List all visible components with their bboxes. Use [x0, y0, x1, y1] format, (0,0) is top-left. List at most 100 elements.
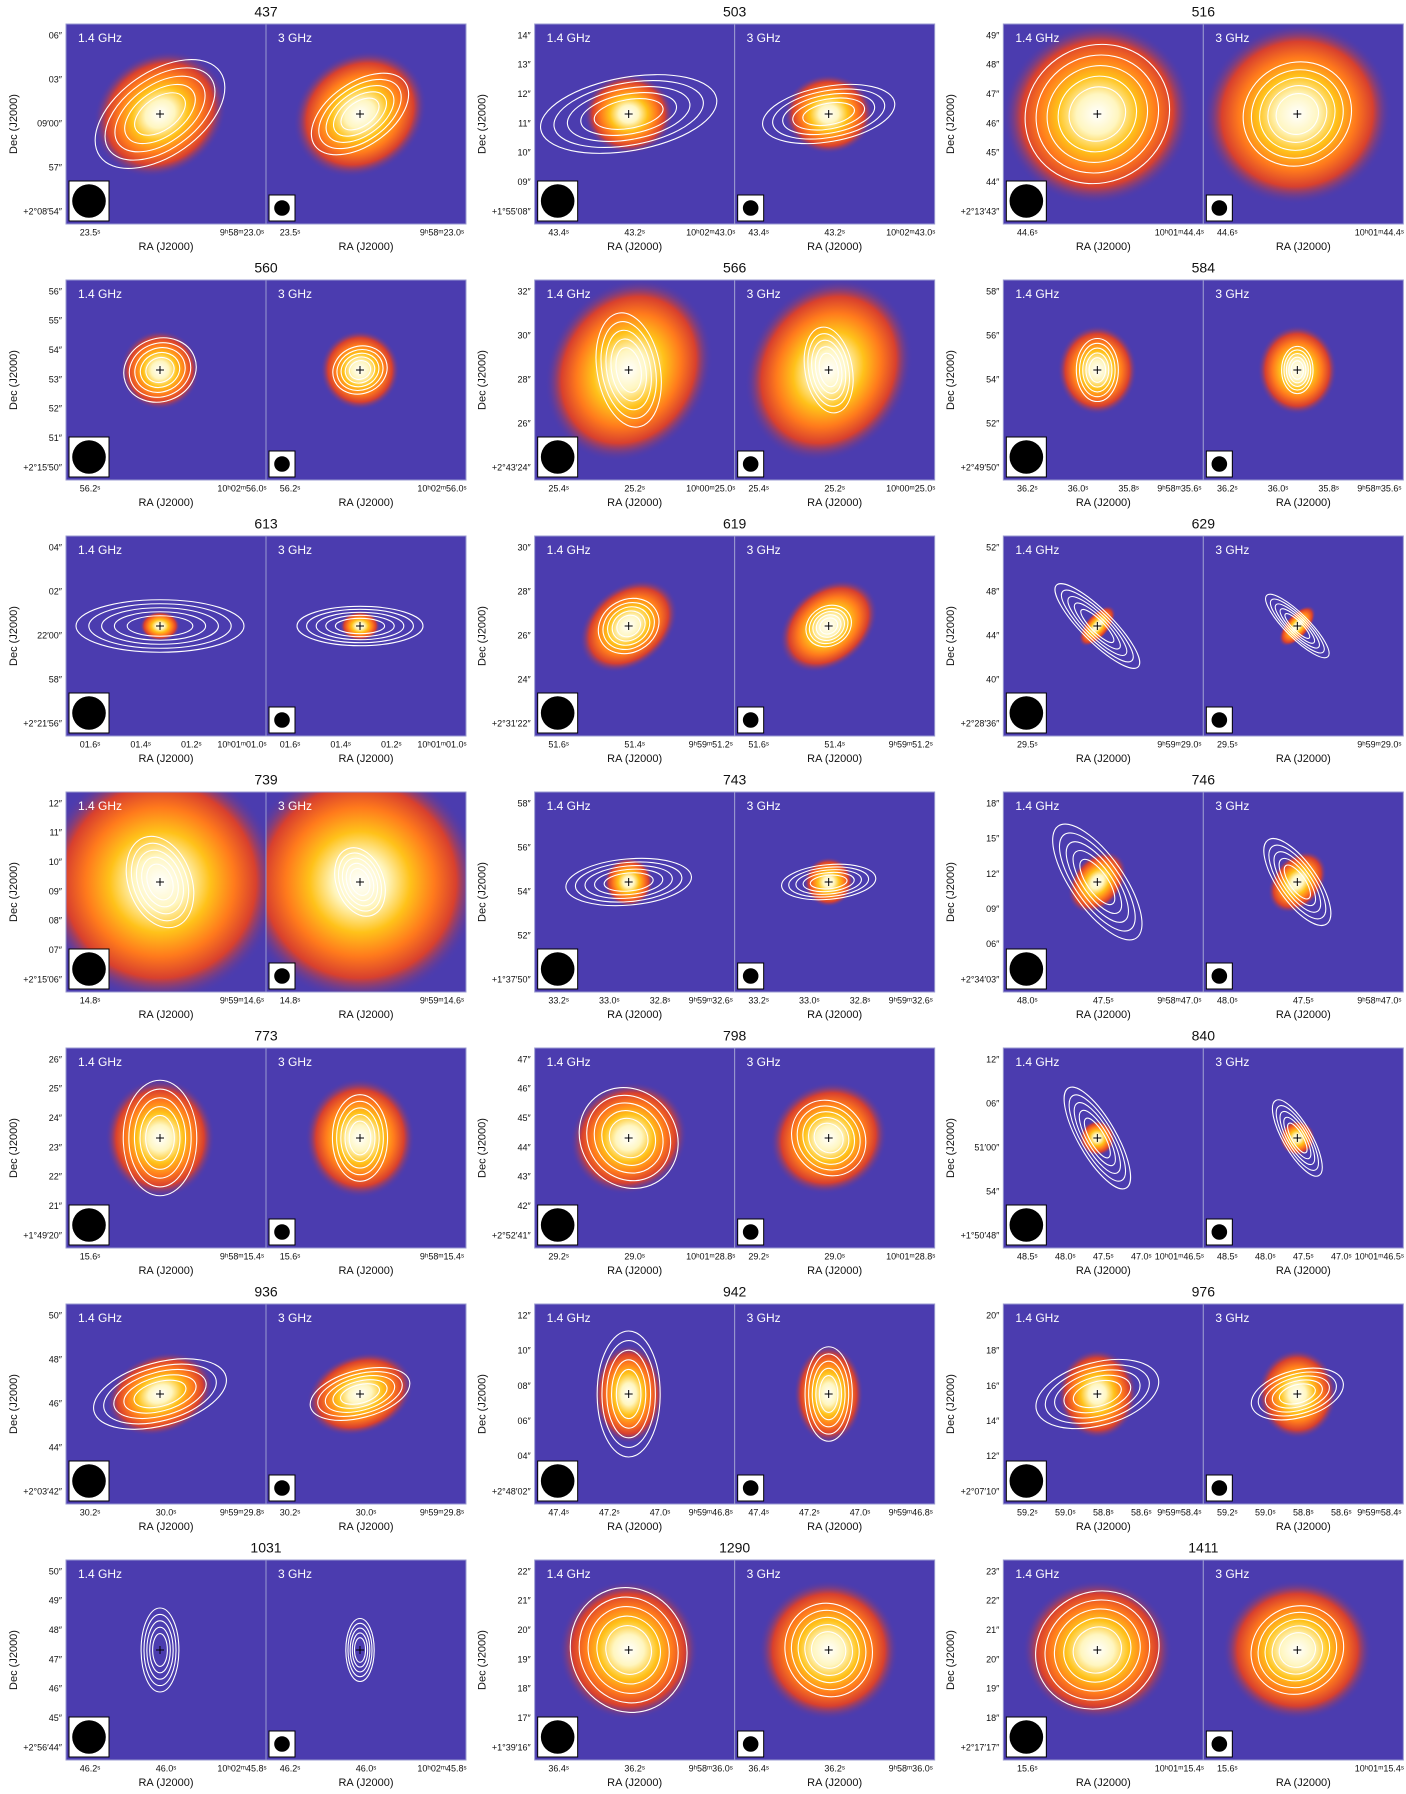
ra-tick-label: 9ʰ58ᵐ15.4ˢ [420, 1251, 464, 1261]
contour [587, 1606, 670, 1694]
sub-image [1203, 24, 1404, 224]
contour [1078, 1109, 1116, 1167]
beam-box [737, 1730, 765, 1758]
sub-image [1003, 1048, 1204, 1248]
image-frame [1202, 1559, 1404, 1761]
dec-tick-label: 14″ [517, 30, 531, 40]
band-label: 3 GHz [1215, 1567, 1249, 1581]
contour [152, 1633, 168, 1667]
y-axis-label: Dec (J2000) [8, 606, 20, 666]
contour [1271, 1625, 1324, 1675]
dec-tick-label: 22″ [986, 1596, 1000, 1606]
contour [348, 360, 372, 380]
x-axis-label: RA (J2000) [1076, 1265, 1131, 1277]
dec-tick-label: 52″ [517, 930, 531, 940]
contour [145, 356, 175, 384]
dec-tick-label: 51′00″ [974, 1142, 1000, 1152]
image-frame [734, 1303, 936, 1505]
x-axis-label: RA (J2000) [1276, 1265, 1331, 1277]
contour [811, 339, 847, 401]
band-label: 1.4 GHz [78, 799, 122, 813]
image-frame [734, 1047, 936, 1249]
sub-image [1003, 24, 1204, 224]
ra-tick-label: 9ʰ59ᵐ29.8ˢ [420, 1507, 464, 1517]
dec-tick-label: 22″ [517, 1566, 531, 1576]
contour [139, 1106, 181, 1170]
band-label: 3 GHz [278, 287, 312, 301]
contour [1072, 850, 1123, 914]
contour [353, 1637, 367, 1663]
dec-tick-label: 24″ [49, 1113, 63, 1123]
contour [596, 1330, 661, 1458]
ra-tick-label: 9ʰ59ᵐ29.0ˢ [1357, 739, 1401, 749]
contour [333, 91, 387, 137]
sub-image [1203, 536, 1404, 736]
ra-tick-label: 51.4ˢ [824, 739, 845, 749]
contour [1053, 1608, 1141, 1692]
dec-tick-label: +2°49′50″ [961, 462, 1001, 472]
beam [540, 1720, 575, 1754]
beam [540, 184, 575, 218]
band-label: 1.4 GHz [547, 1567, 591, 1581]
ra-tick-label: 56.2ˢ [280, 483, 301, 493]
contour [804, 1624, 853, 1676]
x-axis-label: RA (J2000) [607, 1009, 662, 1021]
ra-tick-label: 9ʰ59ᵐ14.6ˢ [420, 995, 464, 1005]
ra-tick-label: 10ʰ02ᵐ45.8ˢ [417, 1763, 466, 1773]
contour [1265, 593, 1330, 659]
beam [1009, 184, 1044, 218]
beam [1009, 696, 1044, 730]
contour [569, 1587, 688, 1713]
x-axis-label: RA (J2000) [1276, 1777, 1331, 1789]
dec-tick-label: 54″ [986, 374, 1000, 384]
contour [114, 75, 206, 153]
dec-tick-label: 32″ [517, 286, 531, 296]
dec-tick-label: 52″ [49, 404, 63, 414]
contour [593, 98, 664, 130]
dec-tick-label: 04″ [49, 542, 63, 552]
contour [808, 1353, 850, 1435]
ra-tick-label: 10ʰ01ᵐ46.5ˢ [1155, 1251, 1204, 1261]
contour [1250, 69, 1344, 159]
contour [608, 1117, 649, 1159]
panel-title: 746 [1192, 772, 1216, 788]
contour [317, 1371, 403, 1417]
source-emission [66, 792, 266, 992]
band-label: 3 GHz [278, 1055, 312, 1069]
dec-tick-label: +1°37′50″ [492, 974, 532, 984]
beam [742, 200, 759, 216]
image-frame [265, 1559, 467, 1761]
ra-tick-label: 48.0ˢ [1055, 1251, 1076, 1261]
dec-tick-label: 54″ [986, 1186, 1000, 1196]
y-axis-label: Dec (J2000) [8, 350, 20, 410]
ra-tick-label: 14.8ˢ [80, 995, 101, 1005]
dec-tick-label: 09″ [517, 177, 531, 187]
ra-tick-label: 47.2ˢ [599, 1507, 620, 1517]
contour [615, 347, 642, 393]
image-frame [734, 791, 936, 993]
dec-tick-label: +1°49′20″ [23, 1230, 63, 1240]
dec-tick-label: 23″ [49, 1142, 63, 1152]
ra-tick-label: 47.0ˢ [1131, 1251, 1152, 1261]
dec-tick-label: 45″ [517, 1113, 531, 1123]
x-axis-label: RA (J2000) [807, 497, 862, 509]
y-axis-label: Dec (J2000) [477, 94, 489, 154]
ra-tick-label: 59.2ˢ [1017, 1507, 1038, 1517]
contour [146, 863, 174, 901]
beam [540, 1208, 575, 1242]
sub-image [266, 1304, 466, 1504]
ra-tick-label: 01.6ˢ [280, 739, 301, 749]
band-label: 3 GHz [1215, 31, 1249, 45]
ra-tick-label: 15.6ˢ [1017, 1763, 1038, 1773]
y-axis-label: Dec (J2000) [945, 862, 957, 922]
sub-image [734, 24, 935, 224]
ra-tick-label: 29.0ˢ [824, 1251, 845, 1261]
x-axis-label: RA (J2000) [807, 753, 862, 765]
ra-tick-label: 01.6ˢ [80, 739, 101, 749]
ra-tick-label: 35.8ˢ [1118, 483, 1139, 493]
x-axis-label: RA (J2000) [807, 1009, 862, 1021]
y-axis-label: Dec (J2000) [477, 1374, 489, 1434]
dec-tick-label: 56″ [49, 286, 63, 296]
beam [72, 952, 106, 986]
contour [813, 1122, 844, 1154]
